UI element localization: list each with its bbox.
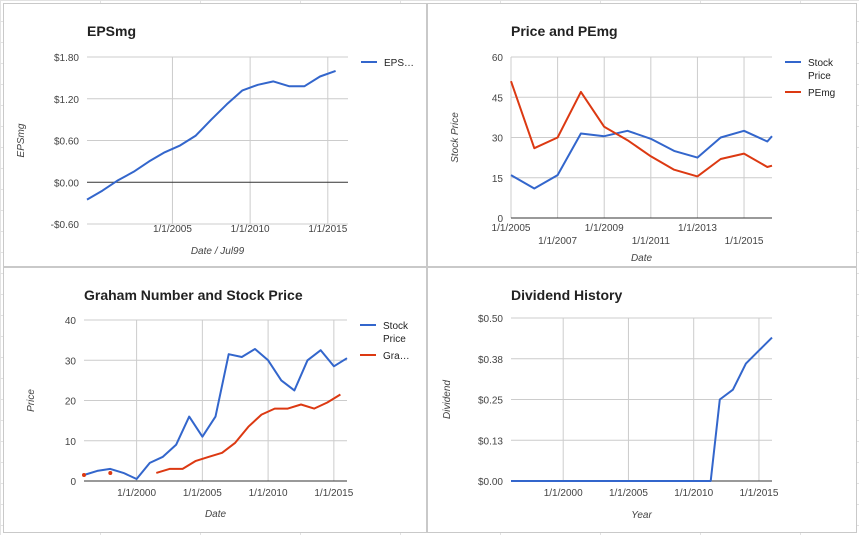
x-axis-title: Date	[631, 253, 653, 264]
x-tick-label: 1/1/2005	[153, 224, 192, 235]
x-tick-label: 1/1/2005	[183, 488, 222, 499]
x-tick-label: 1/1/2015	[725, 236, 764, 247]
series-line	[510, 129, 773, 190]
x-tick-label: 1/1/2005	[609, 488, 648, 499]
y-axis-title: EPSmg	[16, 123, 27, 157]
y-tick-label: 15	[492, 174, 504, 185]
x-axis-title: Date / Jul99	[191, 246, 245, 257]
y-tick-label: 0	[497, 214, 503, 225]
chart-panel-epsmg[interactable]: EPSmg 1/1/2005 1/1/2010 1/1/2015 $1.80 $1.20 $…	[3, 3, 427, 267]
chart-panel-dividend[interactable]: Dividend History 1/1/2000 1/1/2005 1/1/2010…	[427, 267, 857, 533]
price-pemg-chart: Price and PEmg 1/1/2005 1/1/2007 1/1/2009 1/…	[450, 23, 835, 264]
x-tick-label: 1/1/2000	[544, 488, 583, 499]
data-point	[82, 472, 86, 477]
x-tick-label: 1/1/2010	[231, 224, 270, 235]
series-line	[83, 348, 348, 480]
legend-label: PEmg	[808, 88, 835, 99]
chart-title: Price and PEmg	[511, 23, 618, 39]
x-axis-title: Date	[205, 509, 227, 520]
series-line	[510, 80, 773, 178]
chart-title: Graham Number and Stock Price	[84, 287, 303, 303]
epsmg-chart: EPSmg 1/1/2005 1/1/2010 1/1/2015 $1.80 $1.20 $…	[16, 23, 414, 257]
chart-panel-graham[interactable]: Graham Number and Stock Price 1/1/2000 1/1…	[3, 267, 427, 533]
legend-label: Stock Price	[808, 58, 834, 82]
x-tick-label: 1/1/2013	[678, 223, 717, 234]
y-tick-label: $0.60	[54, 137, 79, 148]
x-tick-label: 1/1/2005	[492, 223, 531, 234]
y-tick-label: -$0.60	[51, 220, 80, 231]
y-tick-label: $1.20	[54, 95, 79, 106]
x-tick-label: 1/1/2015	[739, 488, 778, 499]
legend-label: Stock Price	[383, 321, 409, 345]
legend-label: Gra…	[383, 351, 410, 362]
y-tick-label: $0.50	[478, 314, 503, 325]
y-tick-label: $0.38	[478, 355, 503, 366]
legend-label: EPS…	[384, 58, 414, 69]
x-tick-label: 1/1/2015	[314, 488, 353, 499]
x-tick-label: 1/1/2000	[117, 488, 156, 499]
x-tick-label: 1/1/2010	[674, 488, 713, 499]
y-tick-label: 30	[492, 134, 504, 145]
dividend-chart: Dividend History 1/1/2000 1/1/2005 1/1/2010…	[442, 287, 779, 521]
chart-panel-price-pemg[interactable]: Price and PEmg 1/1/2005 1/1/2007 1/1/2009 1/…	[427, 3, 857, 267]
chart-title: Dividend History	[511, 287, 622, 303]
y-tick-label: $0.00	[54, 178, 79, 189]
y-tick-label: 45	[492, 93, 504, 104]
x-tick-label: 1/1/2009	[585, 223, 624, 234]
x-tick-label: 1/1/2007	[538, 236, 577, 247]
data-point	[108, 470, 113, 475]
series-line	[86, 69, 336, 201]
y-tick-label: $0.00	[478, 477, 503, 488]
y-tick-label: 30	[65, 356, 77, 367]
y-axis-title: Price	[26, 389, 37, 412]
x-tick-label: 1/1/2010	[249, 488, 288, 499]
y-tick-label: 60	[492, 53, 504, 64]
y-tick-label: 0	[70, 477, 76, 488]
x-tick-label: 1/1/2015	[308, 224, 347, 235]
chart-title: EPSmg	[87, 23, 136, 39]
x-tick-label: 1/1/2011	[632, 236, 671, 247]
x-axis-title: Year	[631, 510, 652, 521]
y-tick-label: $1.80	[54, 53, 79, 64]
series-line	[511, 336, 773, 482]
y-axis-title: Dividend	[442, 380, 453, 419]
y-axis-title: Stock Price	[450, 112, 461, 163]
y-tick-label: $0.25	[478, 396, 503, 407]
y-tick-label: 10	[65, 437, 77, 448]
y-tick-label: 40	[65, 316, 77, 327]
graham-chart: Graham Number and Stock Price 1/1/2000 1/1…	[26, 287, 410, 520]
y-tick-label: 20	[65, 397, 77, 408]
y-tick-label: $0.13	[478, 436, 503, 447]
series-line	[156, 393, 341, 474]
